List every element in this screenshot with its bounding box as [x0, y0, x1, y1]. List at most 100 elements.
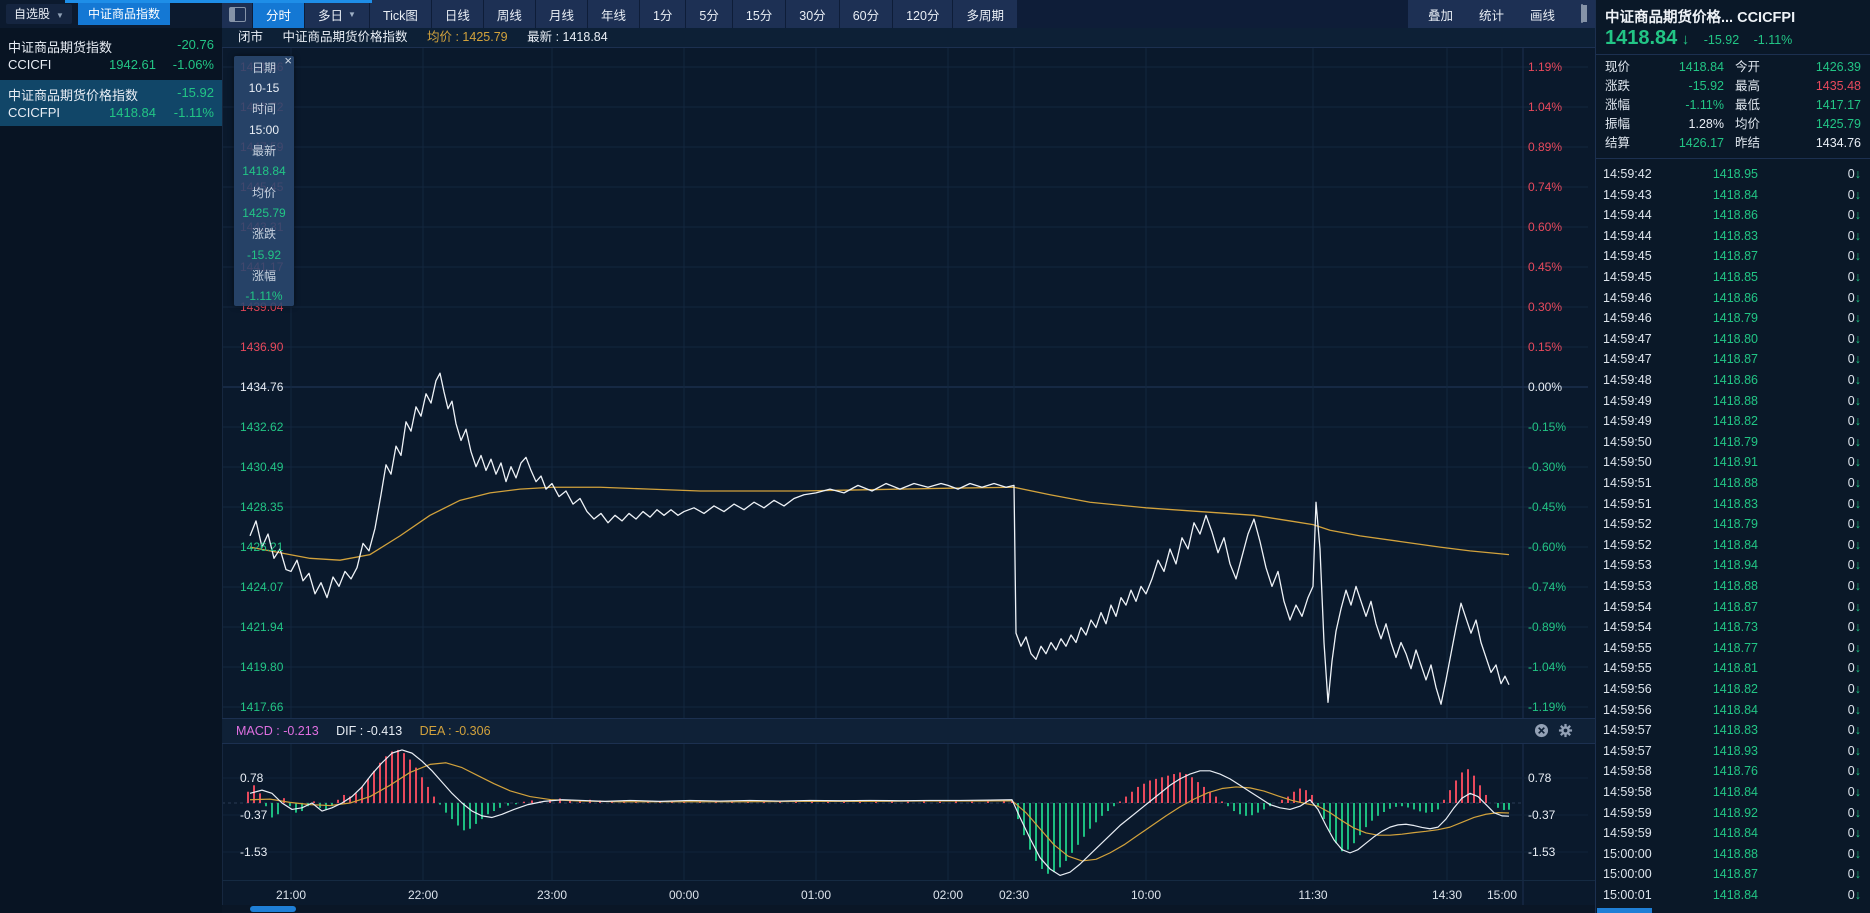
percent-axis-label: -0.74%	[1528, 580, 1567, 594]
toolbar-button-月线[interactable]: 月线	[535, 0, 587, 28]
arrow-down-icon: ↓	[1854, 764, 1861, 779]
tooltip-close-icon[interactable]: ×	[284, 53, 292, 68]
tick-row[interactable]: 14:59:45 1418.87 0↓	[1596, 246, 1870, 267]
toolbar-button-30分[interactable]: 30分	[786, 0, 839, 28]
tick-row[interactable]: 14:59:46 1418.86 0↓	[1596, 288, 1870, 309]
collapse-right-panel-button[interactable]	[1581, 4, 1587, 23]
chart-area[interactable]	[222, 28, 1595, 905]
tick-row[interactable]: 14:59:52 1418.84 0↓	[1596, 535, 1870, 556]
tick-row[interactable]: 14:59:46 1418.79 0↓	[1596, 308, 1870, 329]
tick-row[interactable]: 14:59:53 1418.88 0↓	[1596, 576, 1870, 597]
tick-row[interactable]: 14:59:58 1418.76 0↓	[1596, 761, 1870, 782]
watchlist-item[interactable]: 中证商品期货价格指数 -15.92 CCICFPI 1418.84 -1.11%	[0, 80, 222, 126]
tick-row[interactable]: 14:59:49 1418.88 0↓	[1596, 391, 1870, 412]
tick-time: 14:59:49	[1603, 393, 1652, 408]
tick-row[interactable]: 14:59:57 1418.83 0↓	[1596, 720, 1870, 741]
percent-axis-label: 0.30%	[1528, 300, 1563, 314]
tick-row[interactable]: 14:59:54 1418.73 0↓	[1596, 617, 1870, 638]
toolbar-button-周线[interactable]: 周线	[483, 0, 535, 28]
toolbar-button-Tick图[interactable]: Tick图	[369, 0, 431, 28]
toolbar-button-60分[interactable]: 60分	[839, 0, 893, 28]
tick-row[interactable]: 14:59:58 1418.84 0↓	[1596, 782, 1870, 803]
tick-time: 14:59:59	[1603, 805, 1652, 820]
tooltip-row: 10-15	[248, 80, 280, 95]
tick-time: 14:59:55	[1603, 640, 1652, 655]
toolbar-button-120分[interactable]: 120分	[893, 0, 953, 28]
tick-volume: 0↓	[1847, 414, 1861, 429]
arrow-down-icon: ↓	[1854, 682, 1861, 696]
toolbar-button-分时[interactable]: 分时	[253, 0, 305, 28]
tick-time: 14:59:45	[1603, 270, 1652, 284]
tick-row[interactable]: 14:59:59 1418.92 0↓	[1596, 803, 1870, 824]
tab-commodity-index[interactable]: 中证商品指数	[78, 3, 171, 25]
toolbar-button-5分[interactable]: 5分	[686, 0, 732, 28]
tick-row[interactable]: 14:59:49 1418.82 0↓	[1596, 411, 1870, 432]
tick-row[interactable]: 14:59:52 1418.79 0↓	[1596, 514, 1870, 535]
tick-row[interactable]: 14:59:56 1418.84 0↓	[1596, 700, 1870, 721]
tick-volume: 0↓	[1847, 743, 1861, 758]
tick-row[interactable]: 14:59:54 1418.87 0↓	[1596, 597, 1870, 618]
macd-scale-label: -0.37	[240, 808, 268, 822]
tick-row[interactable]: 14:59:43 1418.84 0↓	[1596, 185, 1870, 206]
tick-list[interactable]: 14:59:42 1418.95 0↓ 14:59:43 1418.84 0↓ 14:59:…	[1596, 164, 1870, 905]
price-axis-label: 1419.80	[240, 660, 284, 674]
tick-row[interactable]: 14:59:48 1418.86 0↓	[1596, 370, 1870, 391]
toolbar-button-多日[interactable]: 多日 ▼	[305, 0, 369, 28]
tick-row[interactable]: 14:59:55 1418.81 0↓	[1596, 658, 1870, 679]
chart-scrollbar[interactable]	[222, 905, 1595, 913]
tick-row[interactable]: 14:59:47 1418.87 0↓	[1596, 349, 1870, 370]
tick-row[interactable]: 14:59:51 1418.88 0↓	[1596, 473, 1870, 494]
market-state: 闭市	[238, 30, 264, 44]
change-pct: -1.11%	[173, 105, 214, 120]
toolbar-button-多周期[interactable]: 多周期	[953, 0, 1017, 28]
tick-row[interactable]: 14:59:47 1418.80 0↓	[1596, 329, 1870, 350]
collapse-left-panel-button[interactable]	[222, 0, 252, 28]
draw-line-button[interactable]: 画线	[1529, 8, 1555, 23]
tick-row[interactable]: 14:59:59 1418.84 0↓	[1596, 823, 1870, 844]
tick-row[interactable]: 14:59:57 1418.93 0↓	[1596, 741, 1870, 762]
watchlist-item[interactable]: 中证商品期货指数 -20.76 CCICFI 1942.61 -1.06%	[0, 32, 222, 78]
tick-row[interactable]: 15:00:00 1418.88 0↓	[1596, 844, 1870, 865]
toolbar-button-1分[interactable]: 1分	[639, 0, 686, 28]
chart-scrollbar-thumb[interactable]	[250, 906, 296, 912]
tick-row[interactable]: 14:59:44 1418.86 0↓	[1596, 205, 1870, 226]
statistics-button[interactable]: 统计	[1478, 8, 1504, 23]
arrow-down-icon: ↓	[1854, 743, 1861, 758]
toolbar-button-年线[interactable]: 年线	[587, 0, 639, 28]
tick-row[interactable]: 14:59:50 1418.79 0↓	[1596, 432, 1870, 453]
tick-row[interactable]: 14:59:42 1418.95 0↓	[1596, 164, 1870, 185]
tick-row[interactable]: 14:59:56 1418.82 0↓	[1596, 679, 1870, 700]
stat-label: 昨结	[1735, 136, 1761, 150]
percent-axis-label: -0.60%	[1528, 540, 1567, 554]
arrow-down-icon: ↓	[1854, 579, 1861, 593]
tick-volume: 0↓	[1847, 702, 1861, 717]
tick-time: 14:59:54	[1603, 599, 1652, 614]
toolbar-button-日线[interactable]: 日线	[431, 0, 483, 28]
tick-row[interactable]: 14:59:53 1418.94 0↓	[1596, 555, 1870, 576]
tick-row[interactable]: 14:59:44 1418.83 0↓	[1596, 226, 1870, 247]
close-indicator-icon[interactable]	[1534, 723, 1549, 738]
toolbar-right-group: 叠加 统计 画线	[1407, 0, 1595, 28]
stat-value: 1418.84	[1678, 60, 1724, 74]
tooltip-row: 日期	[251, 60, 276, 75]
panel-scrollbar-thumb[interactable]	[1597, 908, 1652, 913]
watchlist-group-dropdown[interactable]: 自选股 ▼	[6, 4, 72, 24]
tick-row[interactable]: 14:59:50 1418.91 0↓	[1596, 452, 1870, 473]
price-axis-label: 1421.94	[240, 620, 284, 634]
arrow-down-icon: ↓	[1681, 31, 1690, 48]
tick-volume: 0↓	[1847, 228, 1861, 243]
tick-row[interactable]: 14:59:51 1418.83 0↓	[1596, 494, 1870, 515]
toolbar-button-15分[interactable]: 15分	[732, 0, 786, 28]
tick-row[interactable]: 15:00:00 1418.87 0↓	[1596, 864, 1870, 885]
price-change: -15.92	[1703, 33, 1740, 47]
overlay-button[interactable]: 叠加	[1427, 8, 1453, 23]
chart-status-bar: 闭市 中证商品期货价格指数 均价 : 1425.79 最新 : 1418.84	[222, 28, 1595, 48]
tick-row[interactable]: 14:59:55 1418.77 0↓	[1596, 638, 1870, 659]
tick-time: 14:59:46	[1603, 311, 1652, 326]
tick-volume: 0↓	[1847, 599, 1861, 614]
tick-row[interactable]: 15:00:01 1418.84 0↓	[1596, 885, 1870, 905]
arrow-down-icon: ↓	[1854, 228, 1861, 243]
tick-row[interactable]: 14:59:45 1418.85 0↓	[1596, 267, 1870, 288]
gear-icon[interactable]	[1558, 723, 1573, 738]
tick-time: 14:59:47	[1603, 352, 1652, 367]
